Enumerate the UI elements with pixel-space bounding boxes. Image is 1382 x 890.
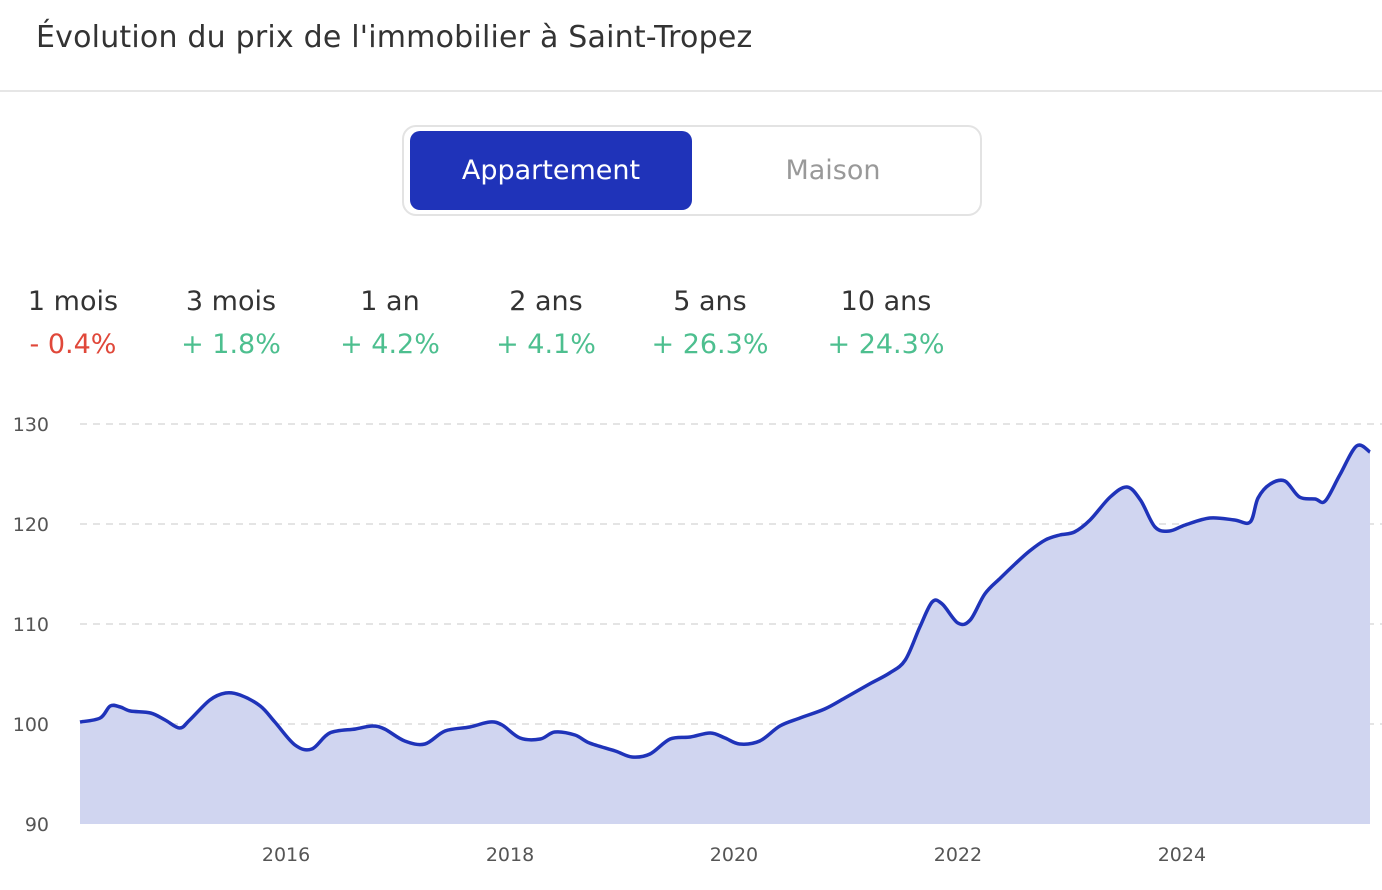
x-tick-label: 2022 [934,844,982,866]
y-tick-label: 90 [25,814,49,836]
stat-change: - 0.4% [29,329,117,360]
property-type-toggle: Appartement Maison [402,125,982,216]
x-tick-label: 2018 [486,844,534,866]
y-tick-label: 120 [13,514,49,536]
stat-period: 1 mois [27,286,119,317]
stat-change: + 24.3% [827,329,945,360]
y-tick-label: 110 [13,614,49,636]
stat-change: + 4.2% [340,329,440,360]
stat-period: 10 ans [840,286,932,317]
stat-change: + 26.3% [651,329,769,360]
y-tick-label: 130 [13,414,49,436]
x-tick-label: 2020 [710,844,758,866]
stat-change: + 1.8% [181,329,281,360]
stat-item: 10 ans + 24.3% [806,286,966,360]
stat-item: 1 an + 4.2% [310,286,470,360]
toggle-appartement-button[interactable]: Appartement [410,131,692,210]
x-tick-label: 2016 [262,844,310,866]
page-title: Évolution du prix de l'immobilier à Sain… [36,20,753,55]
stat-period: 5 ans [673,286,747,317]
stat-change: + 4.1% [496,329,596,360]
toggle-maison-button[interactable]: Maison [785,155,881,186]
y-tick-label: 100 [13,714,49,736]
stat-item: 3 mois + 1.8% [151,286,311,360]
stat-period: 2 ans [509,286,583,317]
series-line [79,443,1371,759]
stat-item: 2 ans + 4.1% [466,286,626,360]
stat-item: 1 mois - 0.4% [0,286,153,360]
x-tick-label: 2024 [1158,844,1206,866]
stat-period: 1 an [360,286,420,317]
stat-item: 5 ans + 26.3% [630,286,790,360]
header: Évolution du prix de l'immobilier à Sain… [0,0,1382,92]
area-fill [80,445,1370,824]
stat-period: 3 mois [185,286,277,317]
